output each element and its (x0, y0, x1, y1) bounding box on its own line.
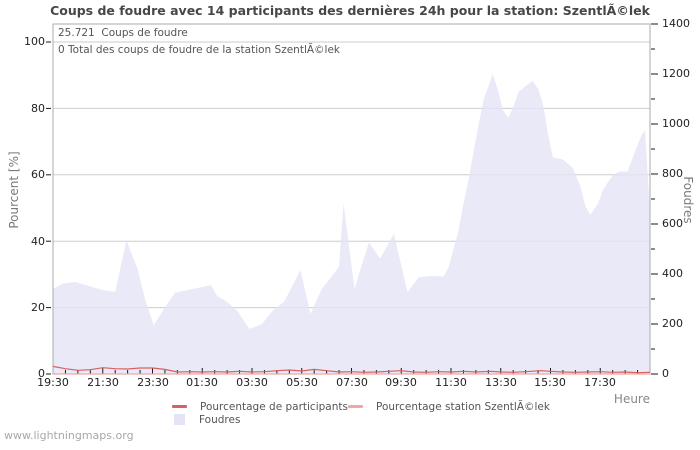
y-right-tick-label: 0 (662, 367, 669, 380)
y-left-tick-label: 60 (31, 168, 45, 181)
x-tick-label: 09:30 (385, 376, 417, 389)
annotation-station-total: 0 Total des coups de foudre de la statio… (58, 44, 341, 56)
x-tick-label: 23:30 (137, 376, 169, 389)
y-left-tick-label: 100 (24, 35, 45, 48)
foudres-area-swatch (174, 414, 185, 425)
x-tick-label: 11:30 (435, 376, 467, 389)
legend-item-participants: Pourcentage de participants (172, 400, 348, 413)
y-left-axis-title: Pourcent [%] (7, 151, 21, 229)
y-right-tick-label: 1200 (662, 67, 690, 80)
y-right-tick-label: 400 (662, 267, 683, 280)
x-tick-label: 19:30 (37, 376, 69, 389)
x-tick-label: 13:30 (485, 376, 517, 389)
y-left-tick-label: 0 (38, 367, 45, 380)
y-right-axis-title: Foudres (681, 176, 695, 224)
y-left-tick-label: 40 (31, 235, 45, 248)
x-axis-title: Heure (613, 392, 650, 406)
x-tick-label: 15:30 (534, 376, 566, 389)
x-tick-label: 03:30 (236, 376, 268, 389)
x-tick-label: 21:30 (87, 376, 119, 389)
y-right-tick-label: 800 (662, 167, 683, 180)
y-right-tick-label: 1000 (662, 117, 690, 130)
y-left-tick-label: 20 (31, 301, 45, 314)
participants-line-swatch (172, 405, 187, 408)
legend-participants-label: Pourcentage de participants (200, 400, 348, 413)
legend-station-label: Pourcentage station SzentlÃ©lek (376, 400, 550, 413)
x-tick-label: 07:30 (336, 376, 368, 389)
y-right-tick-label: 600 (662, 217, 683, 230)
legend-item-foudres: Foudres (172, 413, 240, 426)
x-tick-label: 01:30 (186, 376, 218, 389)
x-tick-label: 17:30 (584, 376, 616, 389)
y-right-tick-label: 1400 (662, 17, 690, 30)
annotation-total-strikes: 25.721 Coups de foudre (58, 27, 188, 39)
legend-foudres-label: Foudres (199, 413, 241, 426)
page-title: Coups de foudre avec 14 participants des… (50, 3, 650, 18)
x-tick-label: 05:30 (286, 376, 318, 389)
y-right-tick-label: 200 (662, 317, 683, 330)
legend-item-station: Pourcentage station SzentlÃ©lek (348, 400, 550, 413)
station-line-swatch (348, 405, 363, 408)
footer-watermark: www.lightningmaps.org (4, 429, 134, 442)
y-left-tick-label: 80 (31, 102, 45, 115)
